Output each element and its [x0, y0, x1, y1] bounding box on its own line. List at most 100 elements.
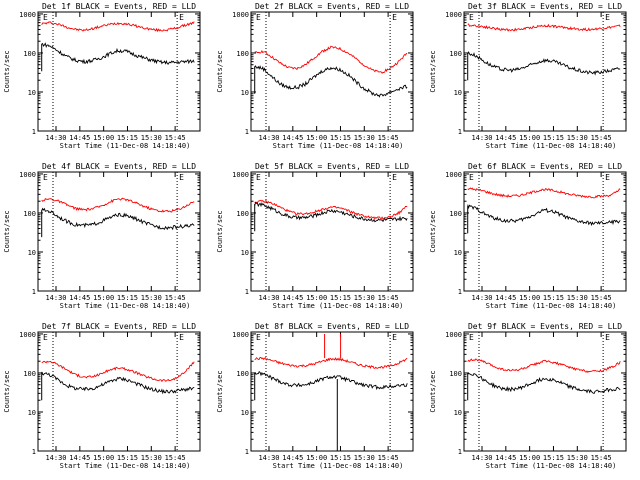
x-tick-label: 14:30: [258, 294, 279, 302]
x-axis-label: Start Time (11-Dec-08 14:18:40): [273, 302, 404, 310]
lld-series-line: [467, 187, 621, 199]
y-tick-label: 1000: [232, 331, 249, 339]
x-tick-label: 15:00: [93, 294, 114, 302]
marker-label: E: [469, 173, 474, 182]
plot-frame: [250, 331, 414, 452]
x-tick-label: 15:30: [354, 294, 375, 302]
x-tick-label: 14:30: [471, 294, 492, 302]
marker-label: E: [43, 333, 48, 342]
y-tick-label: 100: [236, 50, 249, 58]
y-tick-label: 1000: [19, 331, 36, 339]
y-tick-label: 10: [241, 89, 249, 97]
x-tick-label: 14:30: [45, 134, 66, 142]
x-tick-label: 15:00: [306, 294, 327, 302]
y-tick-label: 100: [236, 210, 249, 218]
marker-label: E: [43, 13, 48, 22]
chart-title: Det 1f BLACK = Events, RED = LLD: [42, 2, 196, 11]
y-axis-label: Counts/sec: [216, 370, 224, 412]
x-tick-label: 14:30: [258, 454, 279, 462]
chart-8: Det 8f BLACK = Events, RED = LLD 1 10 100 10…: [216, 322, 414, 470]
lld-series-line: [41, 197, 195, 213]
lld-series-line: [41, 21, 195, 33]
chart-title: Det 3f BLACK = Events, RED = LLD: [468, 2, 622, 11]
marker-label: E: [256, 173, 261, 182]
x-tick-label: 15:15: [330, 134, 351, 142]
events-series-line: [254, 65, 408, 98]
events-series-line: [467, 372, 621, 394]
x-tick-label: 15:45: [165, 134, 186, 142]
x-tick-label: 15:00: [519, 454, 540, 462]
events-series-line: [41, 42, 195, 65]
x-tick-label: 15:00: [306, 454, 327, 462]
lld-series-line: [467, 358, 621, 373]
detector-panel-5: Det 5f BLACK = Events, RED = LLD 1 10 100 10…: [213, 160, 426, 320]
x-tick-label: 15:30: [567, 134, 588, 142]
plot-frame: [463, 11, 627, 132]
chart-9: Det 9f BLACK = Events, RED = LLD 1 10 100 10…: [429, 322, 627, 470]
y-tick-label: 1: [245, 288, 249, 296]
x-axis-label: Start Time (11-Dec-08 14:18:40): [60, 462, 191, 470]
chart-title: Det 2f BLACK = Events, RED = LLD: [255, 2, 409, 11]
y-tick-label: 1000: [445, 331, 462, 339]
x-axis-label: Start Time (11-Dec-08 14:18:40): [273, 142, 404, 150]
chart-title: Det 5f BLACK = Events, RED = LLD: [255, 162, 409, 171]
marker-label: E: [469, 13, 474, 22]
y-tick-label: 100: [449, 210, 462, 218]
x-tick-label: 15:00: [519, 294, 540, 302]
x-tick-label: 15:30: [141, 134, 162, 142]
x-tick-label: 15:00: [519, 134, 540, 142]
y-tick-label: 1: [32, 128, 36, 136]
y-tick-label: 1: [245, 448, 249, 456]
y-tick-label: 1: [32, 288, 36, 296]
x-tick-label: 15:00: [93, 454, 114, 462]
plot-frame: [463, 331, 627, 452]
x-tick-label: 15:45: [378, 294, 399, 302]
lld-series-line: [254, 45, 408, 74]
marker-label: E: [605, 13, 610, 22]
marker-label: E: [179, 13, 184, 22]
x-axis-label: Start Time (11-Dec-08 14:18:40): [486, 302, 617, 310]
y-axis-label: Counts/sec: [429, 50, 437, 92]
x-tick-label: 15:15: [330, 294, 351, 302]
chart-title: Det 4f BLACK = Events, RED = LLD: [42, 162, 196, 171]
events-series-line: [254, 201, 408, 223]
x-tick-label: 15:15: [330, 454, 351, 462]
x-tick-label: 15:45: [165, 294, 186, 302]
y-tick-label: 1000: [232, 171, 249, 179]
x-tick-label: 15:45: [591, 134, 612, 142]
x-tick-label: 14:30: [471, 454, 492, 462]
marker-label: E: [392, 173, 397, 182]
x-tick-label: 14:45: [69, 134, 90, 142]
y-tick-label: 1: [245, 128, 249, 136]
x-tick-label: 15:30: [141, 454, 162, 462]
y-tick-label: 1000: [19, 171, 36, 179]
x-tick-label: 14:45: [282, 294, 303, 302]
y-tick-label: 100: [236, 370, 249, 378]
x-tick-label: 15:15: [117, 134, 138, 142]
y-axis-label: Counts/sec: [216, 210, 224, 252]
lld-series-line: [254, 199, 408, 220]
marker-label: E: [392, 333, 397, 342]
detector-panel-7: Det 7f BLACK = Events, RED = LLD 1 10 100 10…: [0, 320, 213, 480]
x-tick-label: 15:30: [567, 454, 588, 462]
chart-title: Det 8f BLACK = Events, RED = LLD: [255, 322, 409, 331]
y-tick-label: 100: [23, 370, 36, 378]
y-tick-label: 10: [454, 89, 462, 97]
x-tick-label: 14:45: [282, 134, 303, 142]
y-tick-label: 1: [458, 448, 462, 456]
plot-frame: [463, 171, 627, 292]
y-axis-label: Counts/sec: [216, 50, 224, 92]
plot-frame: [250, 11, 414, 132]
chart-6: Det 6f BLACK = Events, RED = LLD 1 10 100 10…: [429, 162, 627, 310]
y-tick-label: 10: [454, 249, 462, 257]
chart-5: Det 5f BLACK = Events, RED = LLD 1 10 100 10…: [216, 162, 414, 310]
x-axis-label: Start Time (11-Dec-08 14:18:40): [486, 142, 617, 150]
events-series-line: [254, 370, 408, 391]
marker-label: E: [469, 333, 474, 342]
x-tick-label: 14:30: [258, 134, 279, 142]
y-tick-label: 100: [449, 50, 462, 58]
y-tick-label: 1000: [232, 11, 249, 19]
marker-label: E: [179, 173, 184, 182]
x-tick-label: 14:30: [471, 134, 492, 142]
x-tick-label: 14:45: [495, 294, 516, 302]
